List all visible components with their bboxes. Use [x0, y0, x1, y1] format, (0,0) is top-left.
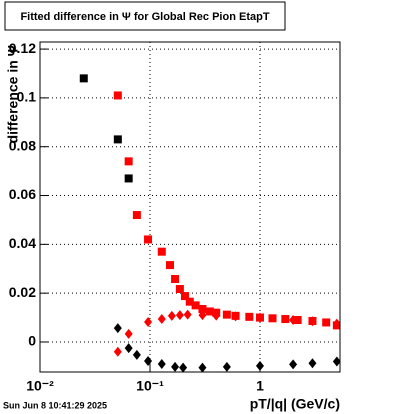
point — [198, 362, 207, 372]
point — [322, 318, 331, 327]
x-tick-label: 10⁻² — [26, 378, 54, 394]
point — [231, 311, 240, 322]
point — [255, 312, 264, 323]
point — [124, 343, 133, 354]
point — [180, 292, 189, 301]
point — [165, 261, 174, 270]
point — [157, 358, 166, 369]
point — [144, 235, 153, 244]
point — [113, 91, 122, 100]
point — [132, 211, 141, 220]
point — [289, 315, 298, 326]
x-tick-label: 1 — [256, 378, 264, 394]
point — [198, 305, 207, 314]
point — [113, 135, 122, 144]
point — [171, 361, 180, 372]
y-tick-label: 0 — [28, 333, 36, 349]
y-axis-label: difference in Ψ — [5, 45, 21, 143]
y-tick-label: 0.06 — [9, 186, 36, 202]
point — [132, 349, 141, 360]
point — [185, 297, 194, 306]
point — [175, 310, 184, 321]
point — [222, 361, 231, 372]
point — [171, 275, 180, 284]
frame — [39, 41, 341, 373]
point — [293, 316, 302, 325]
y-tick-label: 0.12 — [9, 40, 36, 56]
point — [268, 314, 277, 323]
point — [281, 315, 290, 324]
point — [205, 307, 214, 316]
x-axis-label: pT/|q| (GeV/c) — [250, 396, 340, 412]
y-tick-label: 0.04 — [9, 235, 36, 251]
point — [175, 285, 184, 294]
timestamp: Sun Jun 8 10:41:29 2025 — [3, 400, 107, 410]
y-tick-label: 0.02 — [9, 284, 36, 300]
point — [124, 328, 133, 339]
point — [157, 314, 166, 325]
point — [167, 310, 176, 321]
point — [308, 358, 317, 369]
point — [113, 346, 122, 357]
point — [124, 174, 133, 183]
y-tick-label: 0.1 — [17, 89, 37, 105]
point — [183, 309, 192, 320]
point — [212, 310, 221, 321]
point — [308, 316, 317, 327]
point — [332, 318, 340, 329]
point — [289, 359, 298, 370]
point — [79, 74, 88, 83]
point — [179, 362, 188, 372]
plot-area — [79, 74, 340, 372]
point — [222, 310, 231, 319]
chart-title: Fitted difference in Ψ for Global Rec Pi… — [20, 11, 269, 23]
point — [113, 323, 122, 334]
point — [124, 157, 133, 166]
point — [245, 312, 254, 321]
y-tick-label: 0.08 — [9, 137, 36, 153]
point — [332, 356, 340, 367]
point — [157, 247, 166, 256]
x-tick-label: 10⁻¹ — [136, 378, 164, 394]
point — [191, 301, 200, 310]
title-box — [4, 1, 286, 31]
point — [144, 316, 153, 327]
point — [198, 310, 207, 321]
